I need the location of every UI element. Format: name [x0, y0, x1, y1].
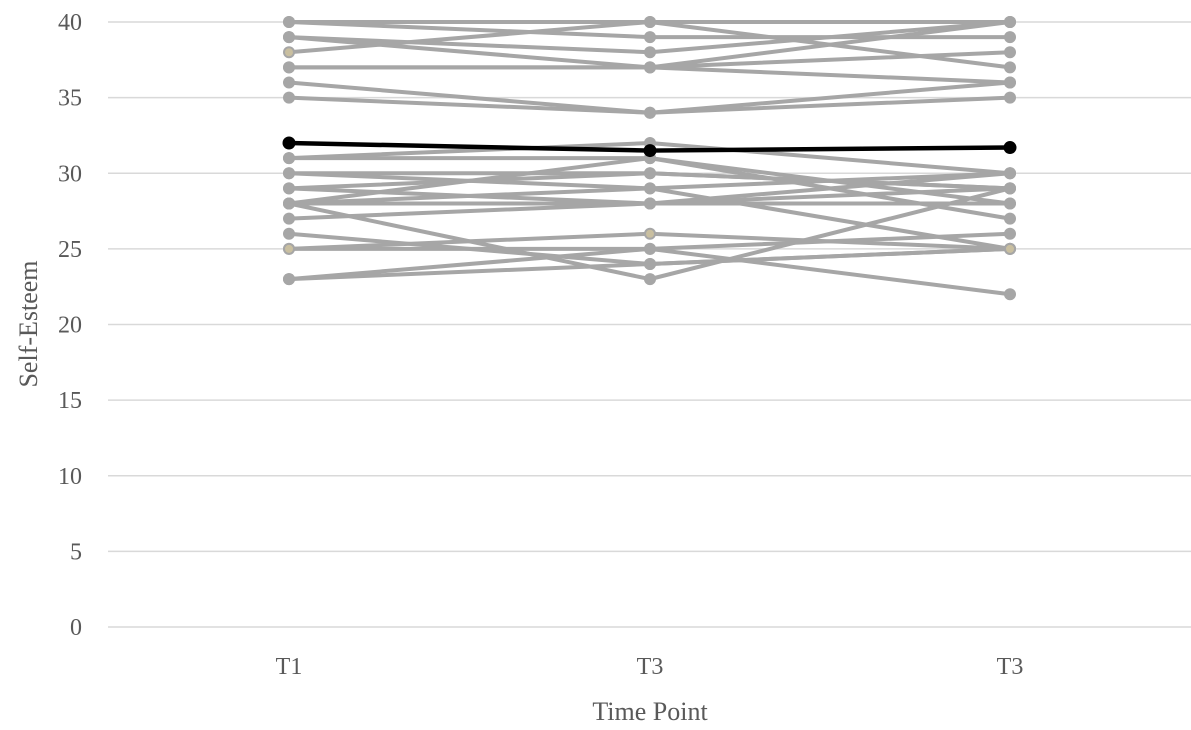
y-tick-label: 10 [58, 464, 82, 490]
data-point [283, 61, 295, 74]
mean-series [282, 136, 1017, 158]
data-point [283, 16, 295, 28]
highlight-point [285, 48, 293, 57]
data-point [1004, 31, 1016, 44]
x-axis-title: Time Point [592, 697, 708, 726]
data-point [283, 273, 295, 286]
y-axis-ticks: 0 5 10 15 20 25 30 35 40 [58, 10, 82, 641]
data-point [1004, 76, 1016, 89]
data-point [1004, 16, 1016, 28]
participant-series [283, 91, 1016, 119]
data-point [1004, 288, 1016, 301]
y-tick-label: 30 [58, 161, 82, 187]
data-point [283, 76, 295, 89]
highlight-point [1006, 244, 1014, 253]
data-point [283, 212, 295, 225]
x-tick-label: T1 [276, 654, 303, 680]
y-tick-label: 15 [58, 388, 82, 414]
data-point [644, 31, 656, 44]
participant-series [283, 61, 1016, 89]
data-point [644, 167, 656, 180]
participant-series [283, 242, 1016, 286]
mean-point [643, 144, 657, 158]
data-point [1004, 46, 1016, 59]
data-point [644, 182, 656, 195]
y-tick-label: 40 [58, 10, 82, 36]
mean-point [282, 136, 296, 150]
data-point [283, 167, 295, 180]
data-point [1004, 212, 1016, 225]
data-point [1004, 182, 1016, 195]
y-tick-label: 35 [58, 86, 82, 112]
data-point [644, 106, 656, 119]
x-axis-ticks: T1 T3 T3 [276, 654, 1024, 680]
data-point [644, 61, 656, 74]
data-point [283, 182, 295, 195]
data-point [283, 227, 295, 240]
y-tick-label: 0 [70, 615, 82, 641]
x-tick-label: T3 [997, 654, 1024, 680]
data-point [1004, 61, 1016, 74]
data-point [644, 197, 656, 210]
data-point [1004, 91, 1016, 104]
participant-series [283, 197, 1016, 225]
y-axis-title: Self-Esteem [14, 260, 43, 387]
data-point [644, 258, 656, 270]
data-point [283, 31, 295, 44]
y-tick-label: 20 [58, 313, 82, 339]
y-tick-label: 5 [70, 539, 82, 565]
data-point [283, 91, 295, 104]
highlight-point [646, 229, 654, 238]
data-point [283, 197, 295, 210]
data-point [644, 242, 656, 255]
data-point [1004, 197, 1016, 210]
participant-series [283, 182, 1016, 286]
y-tick-label: 25 [58, 237, 82, 263]
data-point [283, 152, 295, 165]
mean-point [1003, 141, 1017, 155]
data-point [644, 46, 656, 59]
data-point [1004, 227, 1016, 240]
x-tick-label: T3 [637, 654, 664, 680]
highlight-point [285, 244, 293, 253]
data-point [644, 273, 656, 286]
data-point [1004, 167, 1016, 180]
series-line [288, 20, 1011, 70]
participant-series [283, 16, 1016, 74]
series-line [288, 246, 1011, 297]
data-point [644, 16, 656, 28]
series-lines [282, 16, 1017, 301]
